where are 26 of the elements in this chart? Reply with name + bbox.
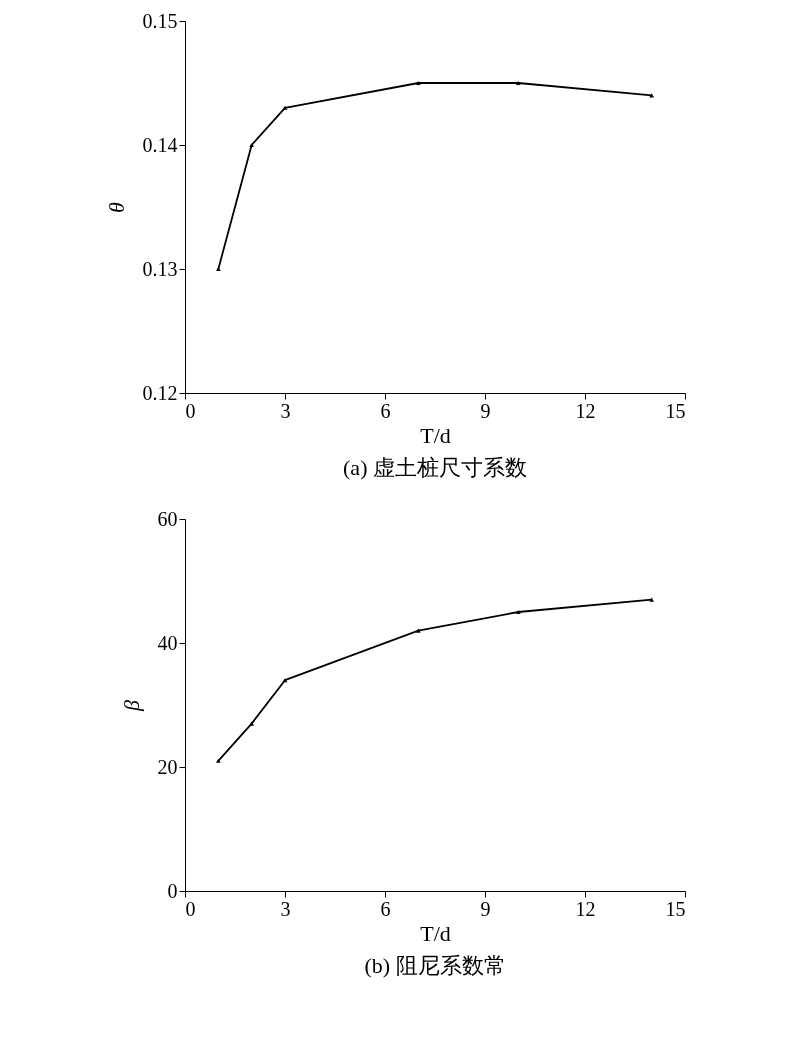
y-tick-label: 20 (157, 755, 178, 778)
x-tick-label: 9 (480, 897, 491, 920)
y-tick-label: 0.13 (142, 257, 178, 280)
y-tick-label: 0.12 (142, 381, 178, 404)
x-axis-title: T/d (420, 920, 451, 946)
y-axis-title: β (118, 699, 144, 712)
x-tick-label: 12 (575, 897, 596, 920)
x-tick-label: 15 (665, 399, 686, 422)
x-tick-label: 12 (575, 399, 596, 422)
y-tick-label: 0.14 (142, 133, 178, 156)
x-tick-label: 3 (280, 897, 291, 920)
x-tick-label: 6 (380, 897, 391, 920)
y-tick-label: 0.15 (142, 9, 178, 32)
text: (b) 阻尼系数常 (364, 953, 506, 978)
y-tick-label: 0 (167, 879, 178, 902)
text: (a) 虚土桩尺寸系数 (343, 455, 527, 480)
y-tick-label: 40 (157, 631, 178, 654)
x-axis-title: T/d (420, 422, 451, 448)
x-tick-label: 6 (380, 399, 391, 422)
x-tick-label: 9 (480, 399, 491, 422)
y-axis-title: θ (103, 201, 129, 213)
x-tick-label: 3 (280, 399, 291, 422)
x-tick-label: 0 (185, 897, 196, 920)
x-tick-label: 15 (665, 897, 686, 920)
y-tick-label: 60 (157, 507, 178, 530)
x-tick-label: 0 (185, 399, 196, 422)
